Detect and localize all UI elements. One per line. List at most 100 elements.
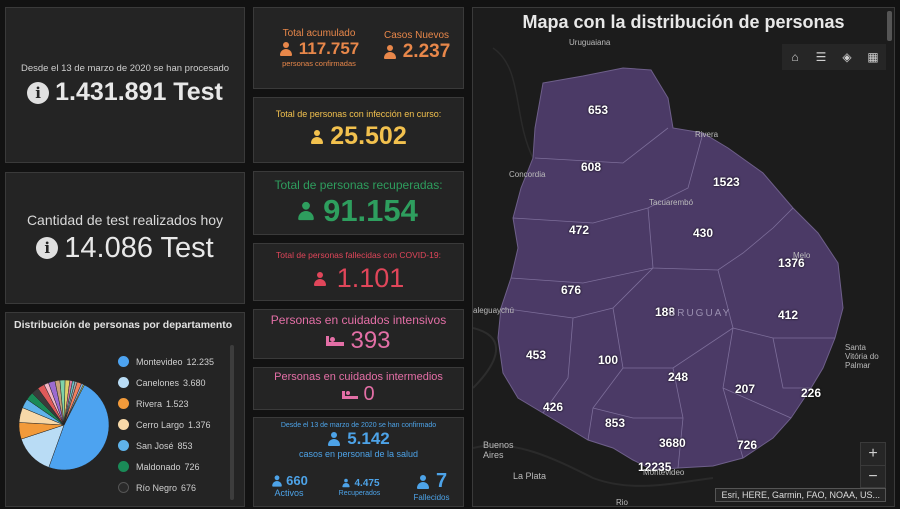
zoom-controls: + − xyxy=(860,442,886,488)
legend-item[interactable]: San José 853 xyxy=(118,435,214,456)
health-staff-deceased-label: Fallecidos xyxy=(413,493,450,502)
health-staff-caption: Desde el 13 de marzo de 2020 se han conf… xyxy=(280,422,437,429)
info-icon: i xyxy=(27,81,50,104)
pie-slice[interactable] xyxy=(48,384,110,471)
place-label: Concordia xyxy=(509,170,546,179)
layers-icon[interactable]: ◈ xyxy=(842,50,852,64)
legend-label: Río Negro xyxy=(136,482,178,493)
active-cases-panel: Total de personas con infección en curso… xyxy=(253,97,464,163)
legend-swatch xyxy=(118,398,129,409)
place-label: Tacuarembó xyxy=(649,198,694,207)
distribution-title: Distribución de personas por departament… xyxy=(14,319,233,331)
health-staff-value: 5.142 xyxy=(347,429,390,448)
legend-value: 676 xyxy=(181,482,197,493)
place-label: Melo xyxy=(793,251,811,260)
distribution-pie-chart[interactable] xyxy=(12,373,122,483)
legend-label: San José xyxy=(136,440,174,451)
accumulated-panel: Total acumulado 117.757 personas confirm… xyxy=(253,7,464,89)
legend-item[interactable]: Río Negro 676 xyxy=(118,477,214,498)
legend-swatch xyxy=(118,419,129,430)
legend-value: 726 xyxy=(184,461,200,472)
legend-value: 1.376 xyxy=(188,419,211,430)
distribution-legend: Montevideo 12.235 Canelones 3.680 Rivera 1.52… xyxy=(118,351,214,498)
icu-value: 393 xyxy=(350,327,391,354)
place-label: Rio xyxy=(616,498,629,507)
info-icon: i xyxy=(36,237,59,259)
map-count-label[interactable]: 453 xyxy=(526,348,547,362)
active-cases-title: Total de personas con infección en curso… xyxy=(275,109,442,119)
legend-item[interactable]: Montevideo 12.235 xyxy=(118,351,214,372)
legend-swatch xyxy=(118,482,129,493)
distribution-panel: Distribución de personas por departament… xyxy=(5,312,245,507)
legend-label: Canelones xyxy=(136,377,180,388)
place-label: La Plata xyxy=(513,471,547,481)
map-title: Mapa con la distribución de personas xyxy=(522,12,845,32)
map-count-label[interactable]: 430 xyxy=(693,226,714,240)
legend-item[interactable]: Cerro Largo 1.376 xyxy=(118,414,214,435)
home-icon[interactable]: ⌂ xyxy=(791,50,799,64)
accumulated-value: 117.757 xyxy=(298,39,360,58)
tests-today-value: 14.086 Test xyxy=(64,231,214,264)
map-count-label[interactable]: 676 xyxy=(561,283,582,297)
legend-list-icon[interactable]: ☰ xyxy=(815,50,827,64)
legend-value: 1.523 xyxy=(166,398,189,409)
active-cases-value: 25.502 xyxy=(330,122,407,150)
map-count-label[interactable]: 207 xyxy=(735,382,756,396)
map-scrollbar[interactable] xyxy=(887,11,892,41)
map-canvas[interactable] xyxy=(473,8,895,507)
map-count-label[interactable]: 472 xyxy=(569,223,590,237)
map-count-label[interactable]: 12235 xyxy=(638,460,672,474)
place-label: Uruguaiana xyxy=(569,38,611,47)
place-label: Santa Vitória do Palmar xyxy=(845,343,879,370)
map-count-label[interactable]: 1523 xyxy=(713,175,740,189)
person-icon xyxy=(313,271,327,286)
person-icon xyxy=(310,129,324,144)
legend-item[interactable]: Rivera 1.523 xyxy=(118,393,214,414)
map-count-label[interactable]: 608 xyxy=(581,160,602,174)
map-count-label[interactable]: 1376 xyxy=(778,256,805,270)
basemap-gallery-icon[interactable]: ▦ xyxy=(867,50,879,64)
deceased-panel: Total de personas fallecidas con COVID-1… xyxy=(253,243,464,301)
health-staff-active-label: Activos xyxy=(274,488,304,498)
legend-swatch xyxy=(118,461,129,472)
legend-value: 3.680 xyxy=(183,377,206,388)
place-label: Montevideo xyxy=(643,468,685,477)
map-count-label[interactable]: 188 xyxy=(655,305,676,319)
bed-icon xyxy=(326,336,345,346)
zoom-in-button[interactable]: + xyxy=(868,445,878,462)
map-count-label[interactable]: 100 xyxy=(598,353,619,367)
tests-total-caption: Desde el 13 de marzo de 2020 se han proc… xyxy=(20,63,230,74)
icu-panel: Personas en cuidados intensivos 393 xyxy=(253,309,464,359)
map-count-label[interactable]: 3680 xyxy=(659,436,686,450)
legend-value: 12.235 xyxy=(186,356,215,367)
health-staff-active-value: 660 xyxy=(286,473,308,488)
health-staff-deceased-value: 7 xyxy=(435,470,448,492)
zoom-out-button[interactable]: − xyxy=(861,465,885,487)
map-count-label[interactable]: 426 xyxy=(543,400,564,414)
map-attribution: Esri, HERE, Garmin, FAO, NOAA, US... xyxy=(715,488,886,502)
deceased-value: 1.101 xyxy=(336,263,405,293)
intermediate-care-title: Personas en cuidados intermedios xyxy=(274,371,443,383)
legend-scrollbar[interactable] xyxy=(230,345,234,500)
country-label: URUGUAY xyxy=(668,308,732,319)
map-count-label[interactable]: 226 xyxy=(801,386,822,400)
map-count-label[interactable]: 726 xyxy=(737,438,758,452)
recovered-panel: Total de personas recuperadas: 91.154 xyxy=(253,171,464,235)
legend-item[interactable]: Canelones 3.680 xyxy=(118,372,214,393)
person-icon xyxy=(279,42,293,56)
map-count-label[interactable]: 853 xyxy=(605,416,626,430)
uruguay-territory[interactable] xyxy=(497,67,844,471)
legend-item[interactable]: Maldonado 726 xyxy=(118,456,214,477)
recovered-title: Total de personas recuperadas: xyxy=(274,177,443,192)
legend-label: Montevideo xyxy=(136,356,183,367)
map-panel: Mapa con la distribución de personas 653… xyxy=(472,7,895,507)
health-staff-recovered-label: Recuperados xyxy=(338,490,381,497)
map-count-label[interactable]: 412 xyxy=(778,308,799,322)
tests-total-panel: Desde el 13 de marzo de 2020 se han proc… xyxy=(5,7,245,163)
pie-slice[interactable] xyxy=(63,384,85,426)
accumulated-title: Total acumulado xyxy=(282,28,356,39)
tests-today-caption: Cantidad de test realizados hoy xyxy=(26,211,224,228)
map-count-label[interactable]: 653 xyxy=(588,103,609,117)
person-icon xyxy=(342,478,351,488)
map-count-label[interactable]: 248 xyxy=(668,370,689,384)
